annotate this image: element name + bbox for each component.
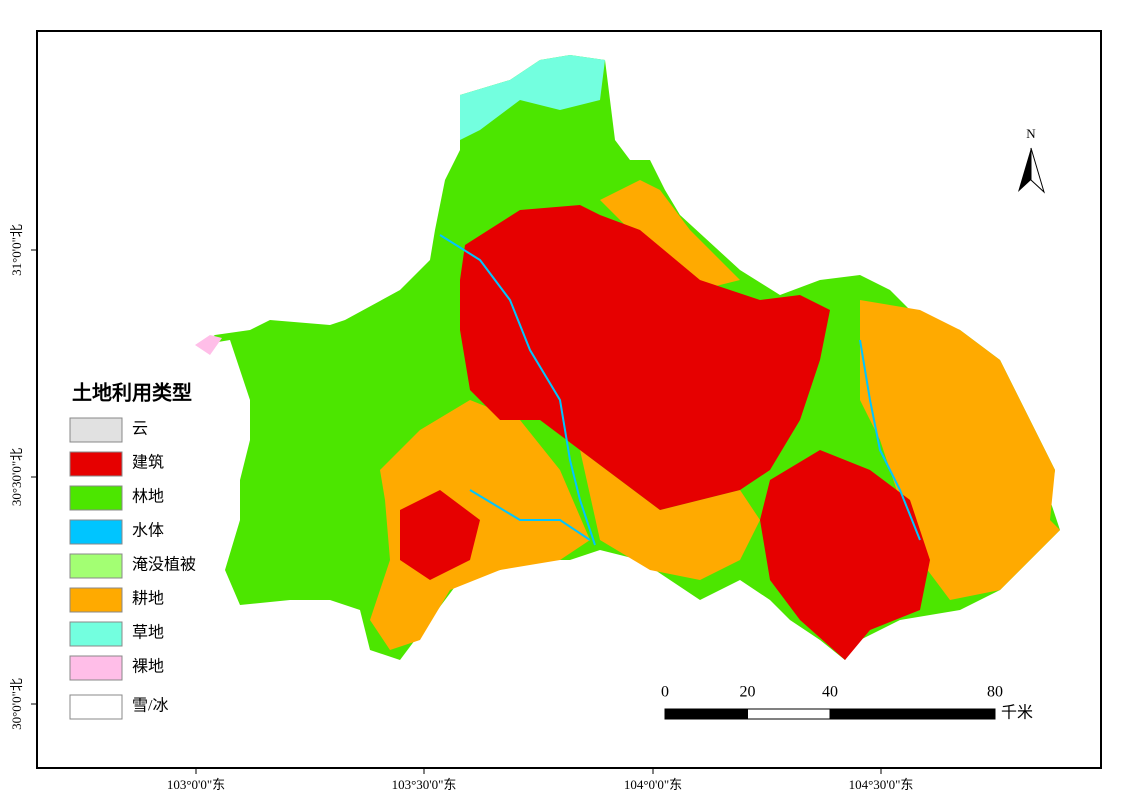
grassland-region (460, 55, 605, 140)
legend-label: 草地 (132, 624, 164, 642)
legend-label: 耕地 (132, 590, 164, 608)
built-region (460, 205, 830, 510)
river (469, 489, 591, 541)
scale-label: 20 (740, 684, 756, 701)
land-use-map (195, 55, 1060, 660)
north-arrow: N (1018, 126, 1045, 194)
river (439, 234, 596, 546)
y-tick-label: 31°0'0"北 (9, 224, 24, 276)
legend-label: 建筑 (132, 454, 164, 472)
legend-label: 淹没植被 (132, 556, 196, 574)
river (859, 339, 921, 541)
legend-swatch (69, 694, 123, 720)
scale-label: 0 (661, 684, 669, 701)
north-label: N (1026, 126, 1036, 141)
legend-label: 水体 (132, 522, 164, 540)
legend-label: 云 (132, 421, 148, 438)
scale-label: 40 (822, 684, 838, 701)
scale-segment (664, 708, 748, 720)
legend-swatch (69, 587, 123, 613)
y-tick-label: 30°0'0"北 (9, 678, 24, 730)
legend-swatch (69, 485, 123, 511)
legend-label: 林地 (132, 488, 164, 506)
legend-title: 土地利用类型 (72, 382, 192, 405)
x-tick-label: 104°0'0"东 (624, 777, 682, 792)
legend-swatch (69, 451, 123, 477)
scale-label: 80 (987, 684, 1003, 701)
cropland-region (600, 180, 740, 290)
scale-unit: 千米 (1001, 704, 1033, 722)
y-tick-label: 30°30'0"北 (9, 448, 24, 506)
legend-label: 雪/冰 (132, 697, 168, 715)
built-region (760, 450, 930, 660)
x-tick-label: 103°0'0"东 (167, 777, 225, 792)
cropland-region (580, 450, 760, 580)
legend-label: 裸地 (132, 658, 164, 676)
legend-swatch (69, 553, 123, 579)
x-tick-label: 104°30'0"东 (849, 777, 914, 792)
legend-swatch (69, 417, 123, 443)
cropland-region (370, 400, 590, 650)
x-tick-label: 103°30'0"东 (392, 777, 457, 792)
scale-segment (747, 708, 831, 720)
scale-segment (829, 708, 996, 720)
north-arrow-left (1018, 148, 1031, 192)
bare-region (195, 335, 222, 355)
legend-swatch (69, 621, 123, 647)
legend-swatch (69, 655, 123, 681)
built-region (400, 490, 480, 580)
north-arrow-right (1030, 147, 1045, 194)
legend-swatch (69, 519, 123, 545)
